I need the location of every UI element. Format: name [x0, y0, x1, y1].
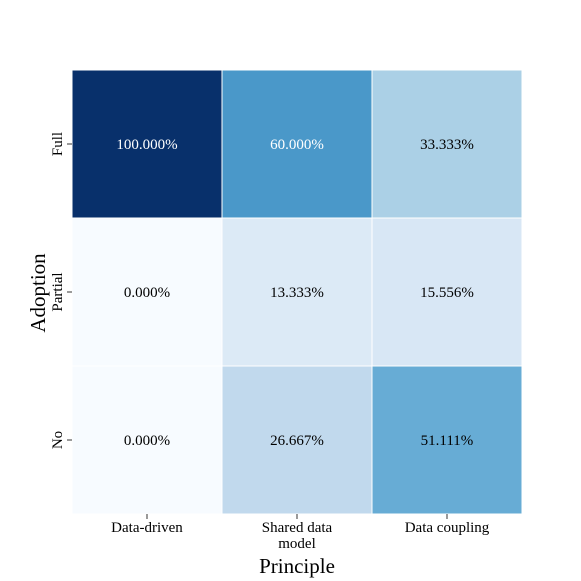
- cell-value-label: 26.667%: [270, 433, 324, 449]
- cell-value-label: 0.000%: [124, 285, 170, 301]
- y-tick-label: No: [50, 431, 66, 449]
- y-tick-label: Full: [50, 132, 66, 156]
- cell-labels: 100.000% 60.000% 33.333% 0.000% 13.333% 15.55…: [116, 137, 474, 449]
- heatmap-cell: [371, 217, 523, 367]
- cell-value-label: 15.556%: [420, 285, 474, 301]
- heatmap-cell: [221, 365, 373, 515]
- y-axis-ticks: Full Partial No: [50, 132, 72, 449]
- x-axis-ticks: Data-driven Shared data model Data coupling: [111, 514, 490, 552]
- heatmap-cells: [71, 69, 523, 515]
- cell-value-label: 33.333%: [420, 137, 474, 153]
- heatmap-cell: [221, 69, 373, 219]
- x-axis-label: Principle: [259, 554, 335, 578]
- x-tick-label: Shared data model: [262, 520, 333, 552]
- heatmap-cell: [71, 217, 223, 367]
- cell-value-label: 13.333%: [270, 285, 324, 301]
- cell-value-label: 100.000%: [116, 137, 177, 153]
- heatmap-cell: [71, 365, 223, 515]
- heatmap-cell: [371, 69, 523, 219]
- cell-value-label: 51.111%: [421, 433, 474, 449]
- heatmap-cell: [221, 217, 373, 367]
- x-tick-label: Data coupling: [405, 520, 490, 536]
- x-tick-label: Data-driven: [111, 520, 183, 536]
- y-axis-label: Adoption: [26, 253, 50, 333]
- y-tick-label: Partial: [50, 272, 66, 311]
- heatmap-cell: [71, 69, 223, 219]
- cell-value-label: 0.000%: [124, 433, 170, 449]
- cell-value-label: 60.000%: [270, 137, 324, 153]
